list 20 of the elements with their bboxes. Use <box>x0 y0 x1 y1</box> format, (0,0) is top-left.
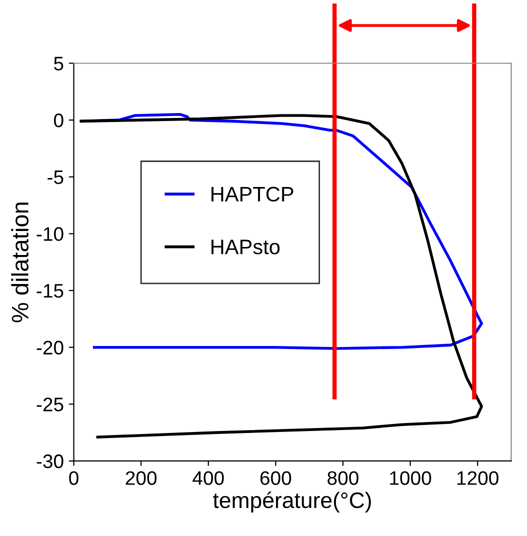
y-tick-label: -5 <box>48 170 64 184</box>
x-tick-label: 200 <box>126 471 157 485</box>
line-series <box>80 114 483 438</box>
x-tick-label: 1000 <box>390 471 432 485</box>
x-tick-label: 0 <box>69 471 78 485</box>
legend-label: HAPTCP <box>212 186 294 202</box>
y-tick-label: -25 <box>36 398 64 412</box>
x-axis-title: température(°C) <box>213 492 371 513</box>
y-tick-label: 5 <box>54 56 64 70</box>
x-tick-label: 1200 <box>457 471 498 485</box>
y-tick-label: -10 <box>36 227 64 241</box>
y-tick-label: -20 <box>36 340 64 355</box>
y-axis-title: % dilatation <box>11 202 29 322</box>
legend-label: HAPsto <box>212 240 280 254</box>
y-tick-label: 0 <box>54 114 64 128</box>
y-tick-label: -30 <box>36 454 64 468</box>
x-tick-label: 800 <box>328 471 358 485</box>
x-tick-label: 600 <box>260 471 292 485</box>
y-tick-label: -15 <box>36 284 64 298</box>
x-tick-label: 400 <box>192 471 224 485</box>
